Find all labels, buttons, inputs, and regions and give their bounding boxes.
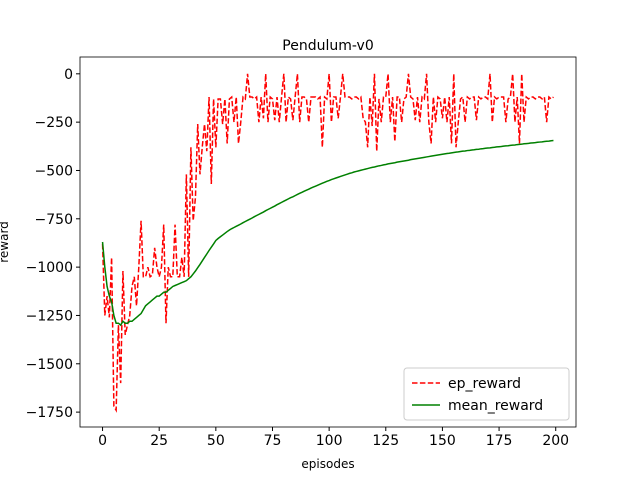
series-line xyxy=(101,73,554,413)
legend-box xyxy=(403,367,570,421)
y-tick-label: −1500 xyxy=(26,357,73,373)
x-tick-label: 125 xyxy=(372,433,399,449)
x-tick-label: 150 xyxy=(429,433,456,449)
y-tick-label: −1750 xyxy=(26,405,73,421)
chart-title: Pendulum-v0 xyxy=(282,38,373,54)
x-tick-label: 0 xyxy=(98,433,107,449)
x-tick-label: 175 xyxy=(486,433,513,449)
legend-label: mean_reward xyxy=(448,398,543,414)
y-tick-label: −500 xyxy=(35,163,73,179)
x-tick-label: 25 xyxy=(150,433,168,449)
x-tick-label: 200 xyxy=(542,433,569,449)
y-axis-label: reward xyxy=(0,221,11,263)
y-tick-label: −750 xyxy=(35,212,73,228)
y-tick-label: −1250 xyxy=(26,308,73,324)
y-tick-label: −1000 xyxy=(26,260,73,276)
y-tick-label: 0 xyxy=(64,67,73,83)
x-tick-label: 50 xyxy=(207,433,225,449)
series-line xyxy=(101,139,554,327)
x-tick-label: 100 xyxy=(316,433,343,449)
axes-frame xyxy=(79,56,577,428)
x-axis-label: episodes xyxy=(301,457,354,471)
legend-label: ep_reward xyxy=(448,376,521,392)
y-tick-label: −250 xyxy=(35,115,73,131)
x-tick-label: 75 xyxy=(264,433,282,449)
